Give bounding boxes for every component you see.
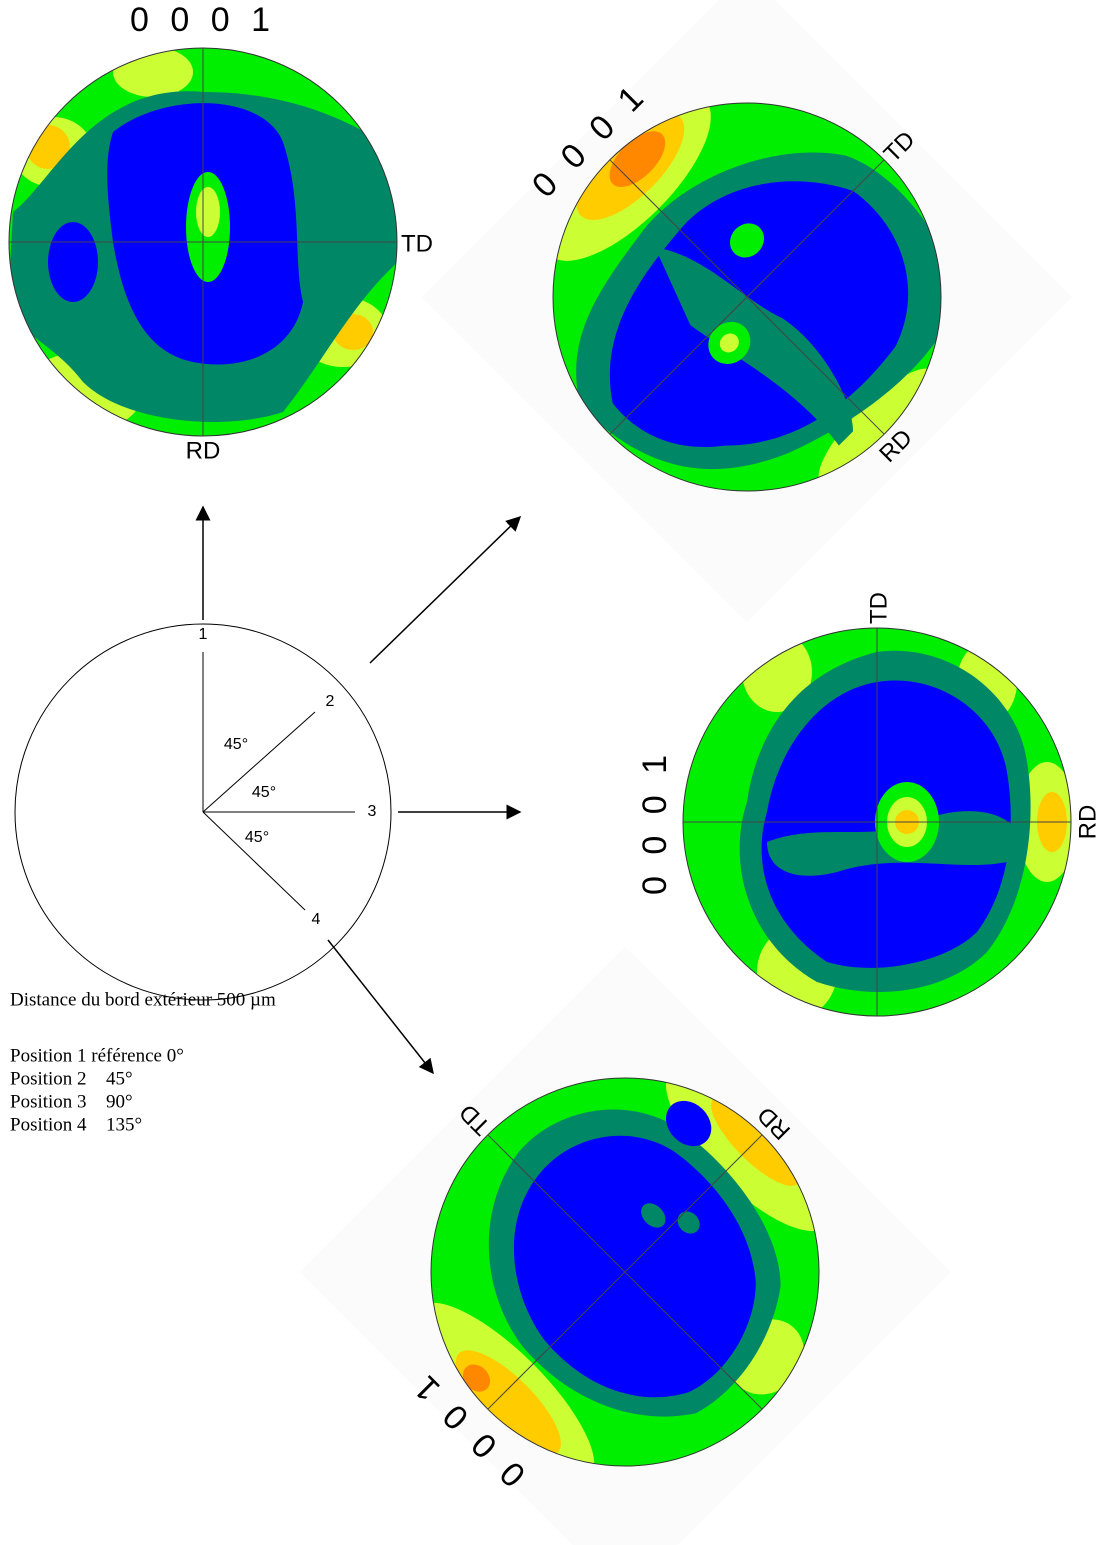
- axis-label: RD: [186, 437, 221, 464]
- axis-label: TD: [865, 592, 892, 624]
- note-text: Position 1 référence 0°: [10, 1045, 184, 1066]
- position-number: 2: [326, 693, 335, 710]
- angle-label: 45°: [245, 829, 269, 846]
- note-text: Distance du bord extérieur 500 µm: [10, 989, 276, 1010]
- pole-figure: 0 0 0 1 TD RD: [421, 0, 1073, 623]
- note-text: 45°: [106, 1068, 133, 1089]
- notes: Distance du bord extérieur 500 µm Positi…: [10, 989, 276, 1135]
- note-text: Position 3: [10, 1091, 87, 1112]
- pole-figure: 0 0 0 1 TD RD: [8, 1, 433, 464]
- axis-label: RD: [1074, 805, 1101, 840]
- pole-figure: 0 0 0 1 TD RD: [636, 592, 1101, 1017]
- note-text: 90°: [106, 1091, 133, 1112]
- pole-figure: 0 0 0 1 TD RD: [299, 946, 951, 1545]
- angle-label: 45°: [252, 784, 276, 801]
- position-number: 3: [368, 803, 377, 820]
- note-text: Position 2: [10, 1068, 87, 1089]
- note-text: Position 4: [10, 1114, 87, 1135]
- axis-label: TD: [401, 230, 433, 257]
- angle-label: 45°: [224, 736, 248, 753]
- position-diagram: 1 2 3 4 45° 45° 45°: [14, 505, 522, 1075]
- position-number: 4: [312, 911, 321, 928]
- note-text: 135°: [106, 1114, 142, 1135]
- pole-label: 0 0 0 1: [130, 1, 276, 39]
- position-number: 1: [199, 626, 208, 643]
- pole-label: 0 0 0 1: [636, 749, 674, 895]
